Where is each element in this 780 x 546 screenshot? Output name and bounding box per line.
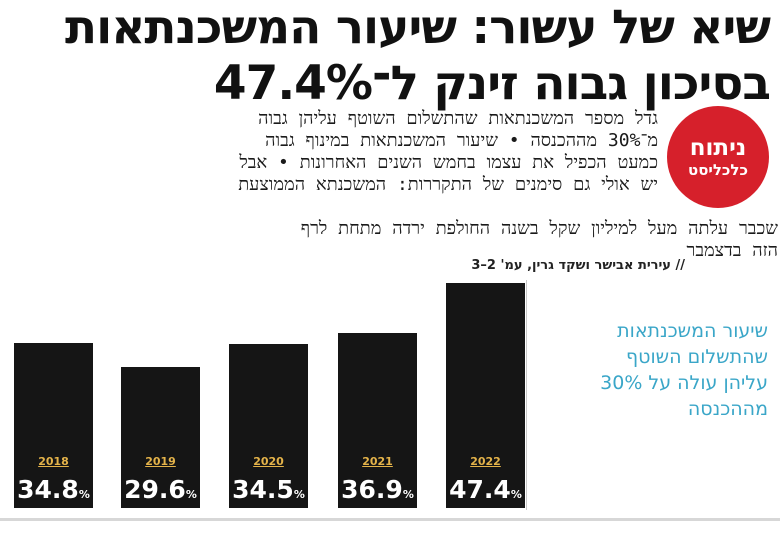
bar-value-label: 36.9% bbox=[341, 475, 414, 504]
headline-line-1: שיא של עשור: שיעור המשכנתאות bbox=[64, 0, 771, 55]
lead-line-3: כמעט הכפיל את עצמו בחמש השנים האחרונות •… bbox=[239, 152, 658, 173]
lead-line-5: שכבר עלתה מעל למיליון שקל בשנה החולפת יר… bbox=[300, 218, 778, 239]
caption-line-4: מההכנסה bbox=[687, 398, 768, 420]
lead-line-6: הזה בדצמבר bbox=[686, 240, 778, 261]
badge-line-2: כלכליסט bbox=[688, 161, 748, 179]
lead-line-2: מ־30% מההכנסה • שיעור המשכנתאות במינוף ג… bbox=[265, 130, 658, 151]
bar-year-label: 2019 bbox=[145, 455, 176, 468]
bar-value-label: 29.6% bbox=[124, 475, 197, 504]
bottom-rule bbox=[0, 518, 780, 521]
bar-2022: 2022 47.4% bbox=[446, 283, 525, 508]
bar-value-label: 34.5% bbox=[232, 475, 305, 504]
bar-value-label: 47.4% bbox=[449, 475, 522, 504]
caption-line-1: שיעור המשכנתאות bbox=[617, 320, 768, 342]
bar-2019: 2019 29.6% bbox=[121, 367, 200, 508]
bar-2021: 2021 36.9% bbox=[338, 333, 417, 508]
badge-line-1: ניתוח bbox=[689, 135, 747, 161]
lead-line-4: יש אולי גם סימנים של התקררות: המשכנתא המ… bbox=[238, 174, 658, 195]
bar-value-label: 34.8% bbox=[17, 475, 90, 504]
bar-year-label: 2018 bbox=[38, 455, 69, 468]
bar-year-label: 2020 bbox=[253, 455, 284, 468]
divider bbox=[526, 280, 527, 510]
lead-paragraph: גדל מספר המשכנתאות שהתשלום השוטף עליהן ג… bbox=[40, 108, 658, 196]
headline-line-2: בסיכון גבוה זינק ל־47.4% bbox=[213, 56, 771, 111]
lead-line-1: גדל מספר המשכנתאות שהתשלום השוטף עליהן ג… bbox=[258, 108, 658, 129]
bar-2020: 2020 34.5% bbox=[229, 344, 308, 508]
bar-year-label: 2021 bbox=[362, 455, 393, 468]
caption-line-3: עליהן עולה על 30% bbox=[600, 372, 768, 394]
author-credit: // עירית אבישר ושקד גרין, עמ' 2–3 bbox=[471, 258, 685, 273]
lead-continuation: שכבר עלתה מעל למיליון שקל בשנה החולפת יר… bbox=[14, 218, 778, 262]
chart-caption: שיעור המשכנתאות שהתשלום השוטף עליהן עולה… bbox=[540, 318, 768, 422]
analysis-badge: ניתוח כלכליסט bbox=[667, 106, 769, 208]
bar-year-label: 2022 bbox=[470, 455, 501, 468]
headline: שיא של עשור: שיעור המשכנתאות בסיכון גבוה… bbox=[12, 0, 771, 112]
bar-2018: 2018 34.8% bbox=[14, 343, 93, 508]
caption-line-2: שהתשלום השוטף bbox=[626, 346, 768, 368]
